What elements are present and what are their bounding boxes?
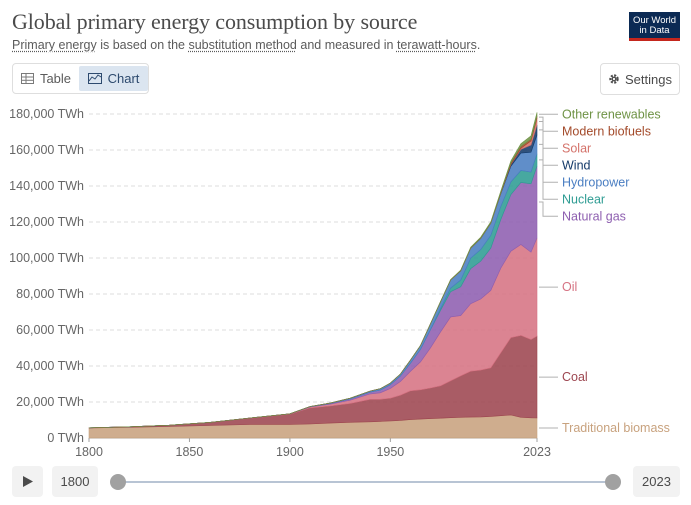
- table-icon: [20, 73, 34, 84]
- substitution-method-link[interactable]: substitution method: [188, 38, 297, 52]
- series-label-oil: Oil: [562, 280, 577, 294]
- y-tick-label: 80,000 TWh: [16, 287, 84, 301]
- series-label-hydropower: Hydropower: [562, 175, 629, 189]
- gear-icon: [609, 74, 619, 84]
- x-tick-label: 1950: [376, 445, 404, 459]
- subtitle-text-2: and measured in: [296, 38, 397, 52]
- subtitle-text-1: is based on the: [96, 38, 189, 52]
- series-label-traditional-biomass: Traditional biomass: [562, 421, 670, 435]
- y-tick-label: 120,000 TWh: [9, 215, 84, 229]
- leader-line: [539, 201, 558, 217]
- series-label-solar: Solar: [562, 141, 591, 155]
- tab-table-label: Table: [39, 71, 72, 86]
- settings-button[interactable]: Settings: [600, 63, 680, 95]
- y-tick-label: 180,000 TWh: [9, 107, 84, 121]
- y-tick-label: 140,000 TWh: [9, 179, 84, 193]
- chart-subtitle: Primary energy is based on the substitut…: [12, 38, 480, 52]
- chart-title: Global primary energy consumption by sou…: [12, 9, 418, 34]
- series-label-natural-gas: Natural gas: [562, 209, 626, 223]
- series-label-modern-biofuels: Modern biofuels: [562, 124, 651, 138]
- timeline-track[interactable]: [118, 481, 613, 483]
- play-button[interactable]: [12, 466, 43, 497]
- primary-energy-link[interactable]: Primary energy: [12, 38, 97, 52]
- chart-icon: [87, 73, 102, 84]
- series-label-nuclear: Nuclear: [562, 192, 605, 206]
- x-tick-label: 1900: [276, 445, 304, 459]
- timeline-end-handle[interactable]: [605, 474, 621, 490]
- y-tick-label: 20,000 TWh: [16, 395, 84, 409]
- leader-line: [539, 143, 558, 183]
- area-chart: 0 TWh 20,000 TWh 40,000 TWh 60,000 TWh 80,00…: [9, 107, 670, 459]
- y-tick-label: 40,000 TWh: [16, 359, 84, 373]
- tab-chart-label: Chart: [107, 71, 140, 86]
- x-tick-label: 1850: [176, 445, 204, 459]
- logo-line-2: in Data: [639, 25, 670, 36]
- leader-line: [539, 116, 558, 132]
- logo-line-1: Our World: [632, 15, 677, 26]
- leader-line: [539, 159, 558, 200]
- terawatt-hours-link[interactable]: terawatt-hours: [396, 38, 477, 52]
- area-other-renewables: [88, 112, 538, 429]
- y-tick-label: 0 TWh: [47, 431, 84, 445]
- y-tick-label: 160,000 TWh: [9, 143, 84, 157]
- subtitle-text-3: .: [476, 38, 481, 52]
- end-year-box[interactable]: 2023: [633, 466, 680, 497]
- series-label-coal: Coal: [562, 370, 588, 384]
- start-year-box[interactable]: 1800: [52, 466, 98, 497]
- tab-table[interactable]: Table: [13, 64, 79, 93]
- timeline-start-handle[interactable]: [110, 474, 126, 490]
- y-tick-label: 60,000 TWh: [16, 323, 84, 337]
- series-label-other-renewables: Other renewables: [562, 107, 661, 121]
- x-tick-label: 2023: [523, 445, 551, 459]
- x-tick-label: 1800: [75, 445, 103, 459]
- owid-logo[interactable]: Our World in Data: [629, 12, 680, 41]
- series-label-wind: Wind: [562, 158, 591, 172]
- view-tabs: Table Chart: [12, 63, 149, 94]
- settings-label: Settings: [625, 71, 672, 87]
- play-icon: [22, 476, 33, 487]
- y-tick-label: 100,000 TWh: [9, 251, 84, 265]
- tab-chart[interactable]: Chart: [79, 66, 148, 91]
